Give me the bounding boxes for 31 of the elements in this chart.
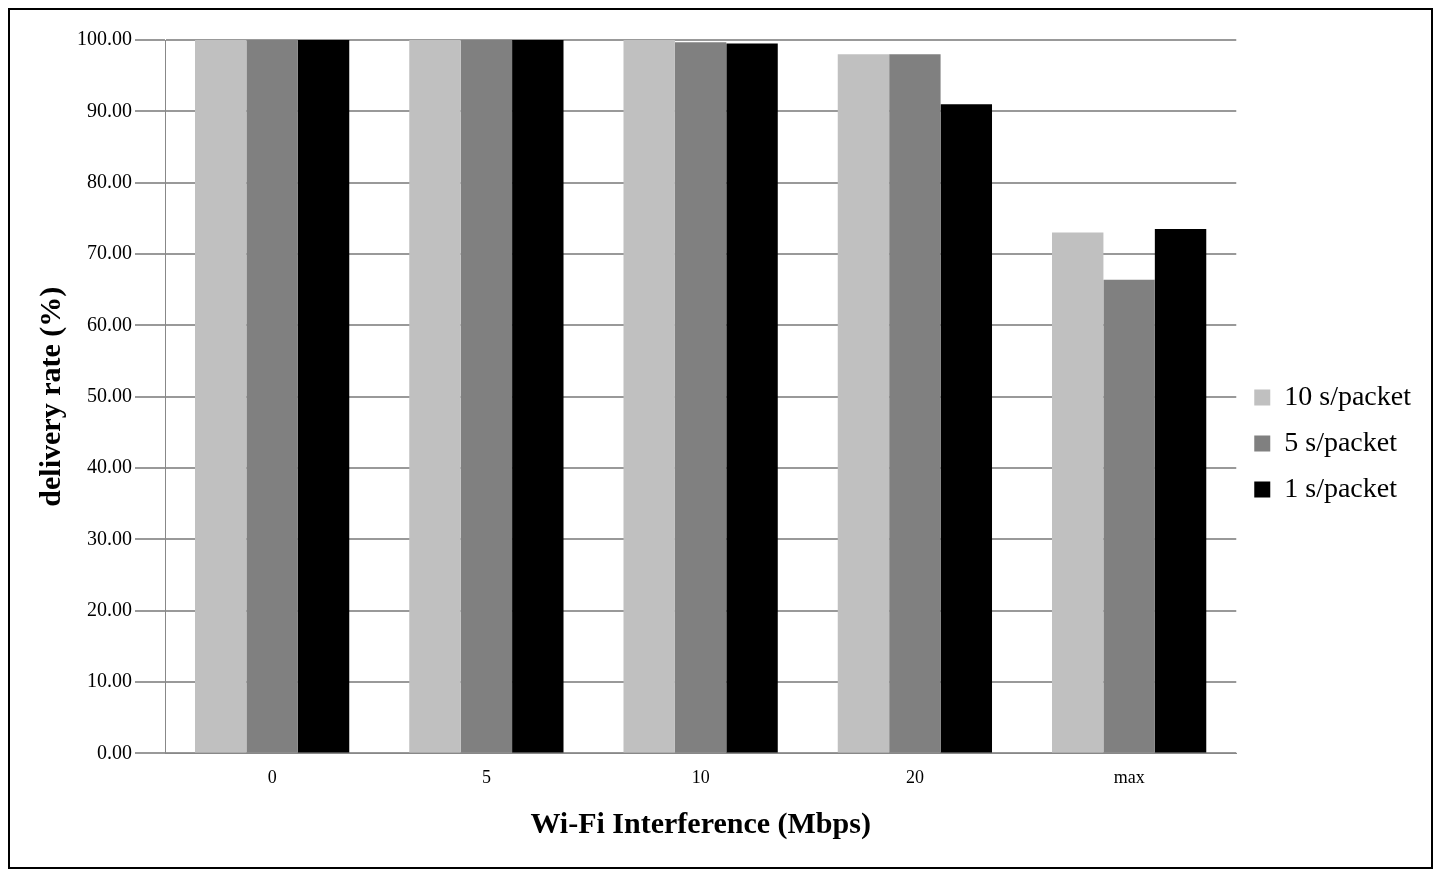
bar	[726, 43, 778, 753]
bar	[512, 40, 564, 753]
y-tick-label: 70.00	[87, 241, 132, 264]
y-tick-label: 100.00	[77, 27, 132, 50]
legend-label: 10 s/packet	[1284, 379, 1412, 411]
bar	[195, 40, 247, 753]
x-tick-label: 5	[481, 766, 491, 787]
bar	[1154, 229, 1207, 753]
y-tick-label: 80.00	[87, 169, 132, 192]
y-tick-label: 30.00	[87, 526, 132, 549]
legend-label: 1 s/packet	[1284, 471, 1398, 503]
x-tick-label: 20	[905, 766, 924, 787]
y-tick-label: 20.00	[87, 597, 132, 620]
y-tick-label: 60.00	[87, 312, 132, 335]
legend-label: 5 s/packet	[1284, 425, 1398, 457]
x-axis-title: Wi-Fi Interference (Mbps)	[530, 805, 871, 840]
y-tick-label: 10.00	[87, 669, 132, 692]
bar	[837, 54, 890, 753]
y-axis-title: delivery rate (%)	[32, 286, 67, 507]
x-tick-label: 0	[267, 766, 277, 787]
x-tick-label: 10	[691, 766, 710, 787]
bar	[623, 40, 675, 753]
y-tick-label: 0.00	[97, 740, 132, 763]
x-tick-label: max	[1113, 766, 1145, 787]
bar	[297, 40, 350, 753]
bar	[1052, 232, 1104, 753]
bar	[940, 104, 993, 753]
y-tick-label: 40.00	[87, 455, 132, 478]
bar	[409, 40, 461, 753]
y-tick-label: 50.00	[87, 383, 132, 406]
y-tick-label: 90.00	[87, 98, 132, 121]
